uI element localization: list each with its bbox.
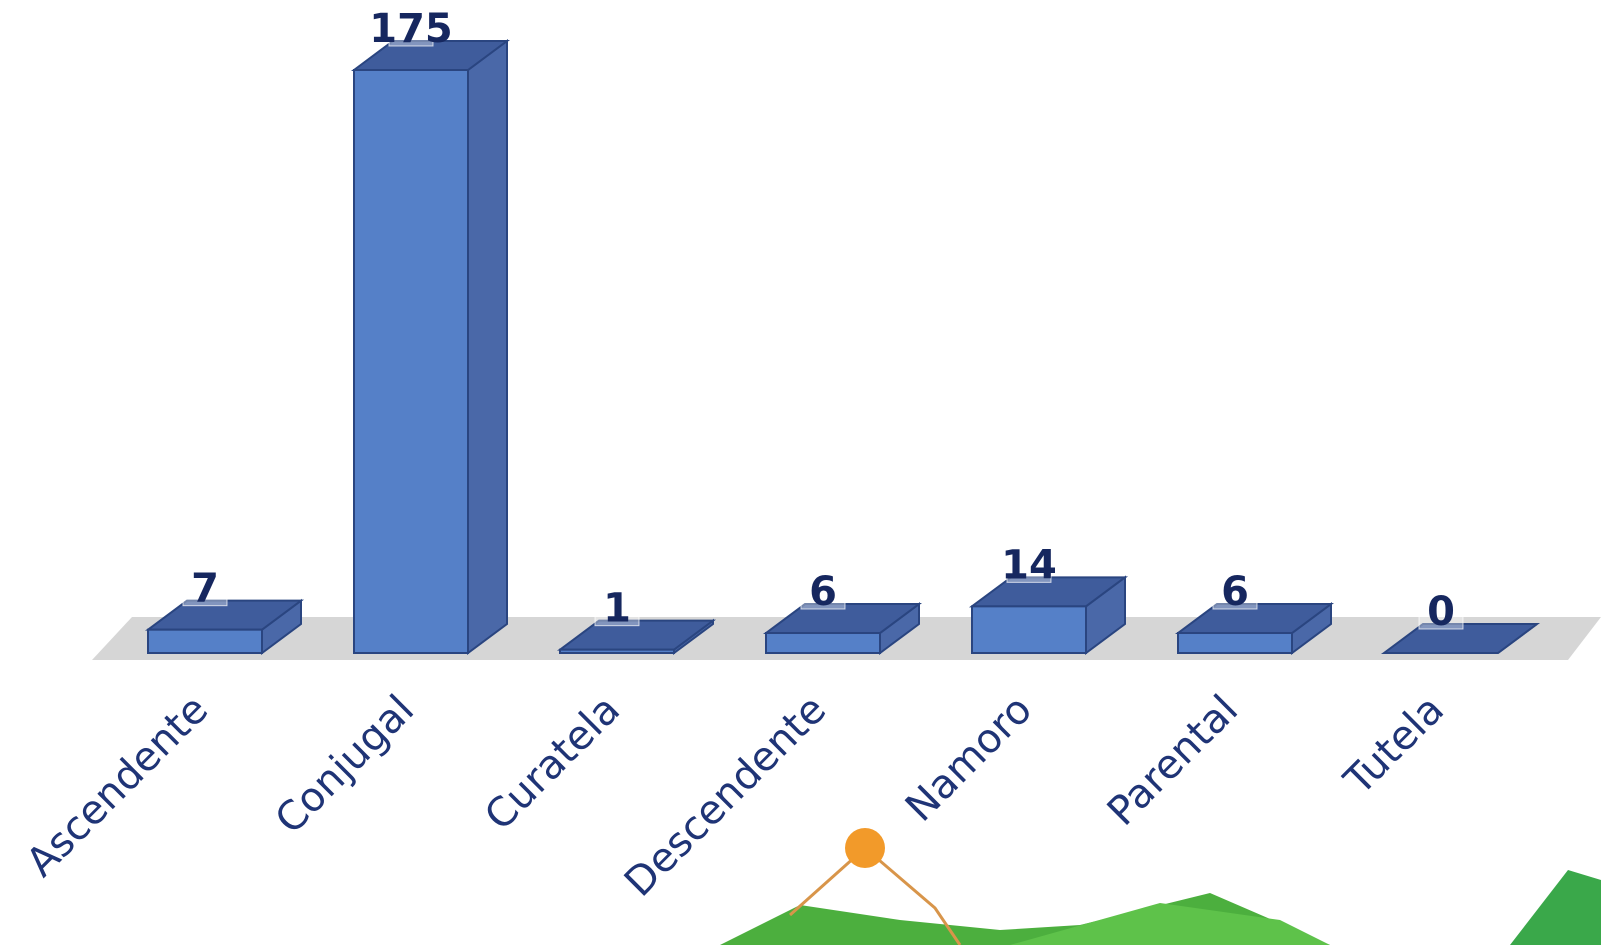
line-deco xyxy=(789,846,962,945)
x-tick-label: Ascendente xyxy=(18,687,217,886)
hill xyxy=(1010,903,1330,945)
bar-front xyxy=(353,69,469,654)
x-tick-label: Namoro xyxy=(897,687,1041,831)
x-tick-label: Descendente xyxy=(616,687,835,906)
x-tick-label: Parental xyxy=(1099,687,1247,835)
x-tick-label: Curatela xyxy=(476,687,629,840)
bar xyxy=(1380,623,1541,654)
bar xyxy=(556,618,717,655)
plot-area: 7 Ascendente 175 Conjugal 1 Curatela 6 Descende… xyxy=(18,1,1541,906)
value-label: 175 xyxy=(369,6,453,52)
bar-front xyxy=(971,605,1087,654)
bar-front xyxy=(1177,632,1293,654)
label-box xyxy=(182,561,228,607)
value-label: 6 xyxy=(809,569,837,615)
label-box xyxy=(594,581,640,627)
value-label: 0 xyxy=(1427,589,1455,635)
label-box xyxy=(1418,584,1464,630)
bar xyxy=(350,39,511,655)
sun xyxy=(845,828,885,868)
value-label: 6 xyxy=(1221,569,1249,615)
bar-top xyxy=(1380,623,1541,654)
hill xyxy=(1510,870,1601,945)
bar-front xyxy=(559,648,675,655)
bar-front xyxy=(765,632,881,654)
bar-side xyxy=(467,39,508,655)
bar xyxy=(968,575,1129,655)
x-tick-label: Conjugal xyxy=(267,687,423,843)
value-label: 7 xyxy=(191,566,219,612)
value-label: 14 xyxy=(1001,542,1057,588)
value-label: 1 xyxy=(603,586,631,632)
label-box xyxy=(1212,564,1258,610)
label-box xyxy=(800,564,846,610)
bar xyxy=(1174,602,1335,655)
decoration xyxy=(720,828,1601,945)
x-tick-label: Tutela xyxy=(1335,687,1453,805)
label-box xyxy=(388,1,434,47)
bar xyxy=(762,602,923,655)
bar xyxy=(144,598,305,655)
label-box xyxy=(1006,537,1052,583)
bar-front xyxy=(147,628,263,654)
